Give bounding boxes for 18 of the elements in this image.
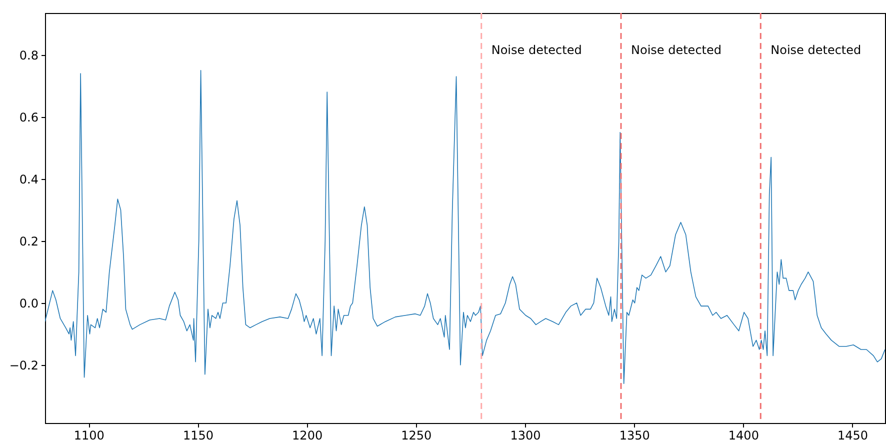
x-tick-label: 1150	[182, 428, 214, 442]
line-series	[45, 70, 885, 384]
y-tick-label: 0.0	[19, 296, 38, 310]
y-tick-label: 0.8	[19, 48, 38, 62]
y-tick-label: 0.6	[19, 110, 38, 124]
y-tick-label: 0.2	[19, 234, 38, 248]
ref-line-label: Noise detected	[631, 43, 722, 57]
x-tick-label: 1100	[74, 428, 104, 442]
x-tick-label: 1200	[292, 428, 323, 442]
ref-line-label: Noise detected	[770, 43, 862, 57]
x-tick-label: 1300	[510, 428, 541, 442]
x-tick-label: 1450	[838, 428, 868, 442]
y-tick-label: 0.4	[19, 172, 38, 186]
x-tick-label: 1250	[401, 428, 432, 442]
x-tick-label: 1400	[728, 428, 759, 442]
x-tick-label: 1350	[619, 428, 650, 442]
y-tick-label: −0.2	[9, 358, 38, 373]
ref-line-label: Noise detected	[491, 43, 582, 57]
